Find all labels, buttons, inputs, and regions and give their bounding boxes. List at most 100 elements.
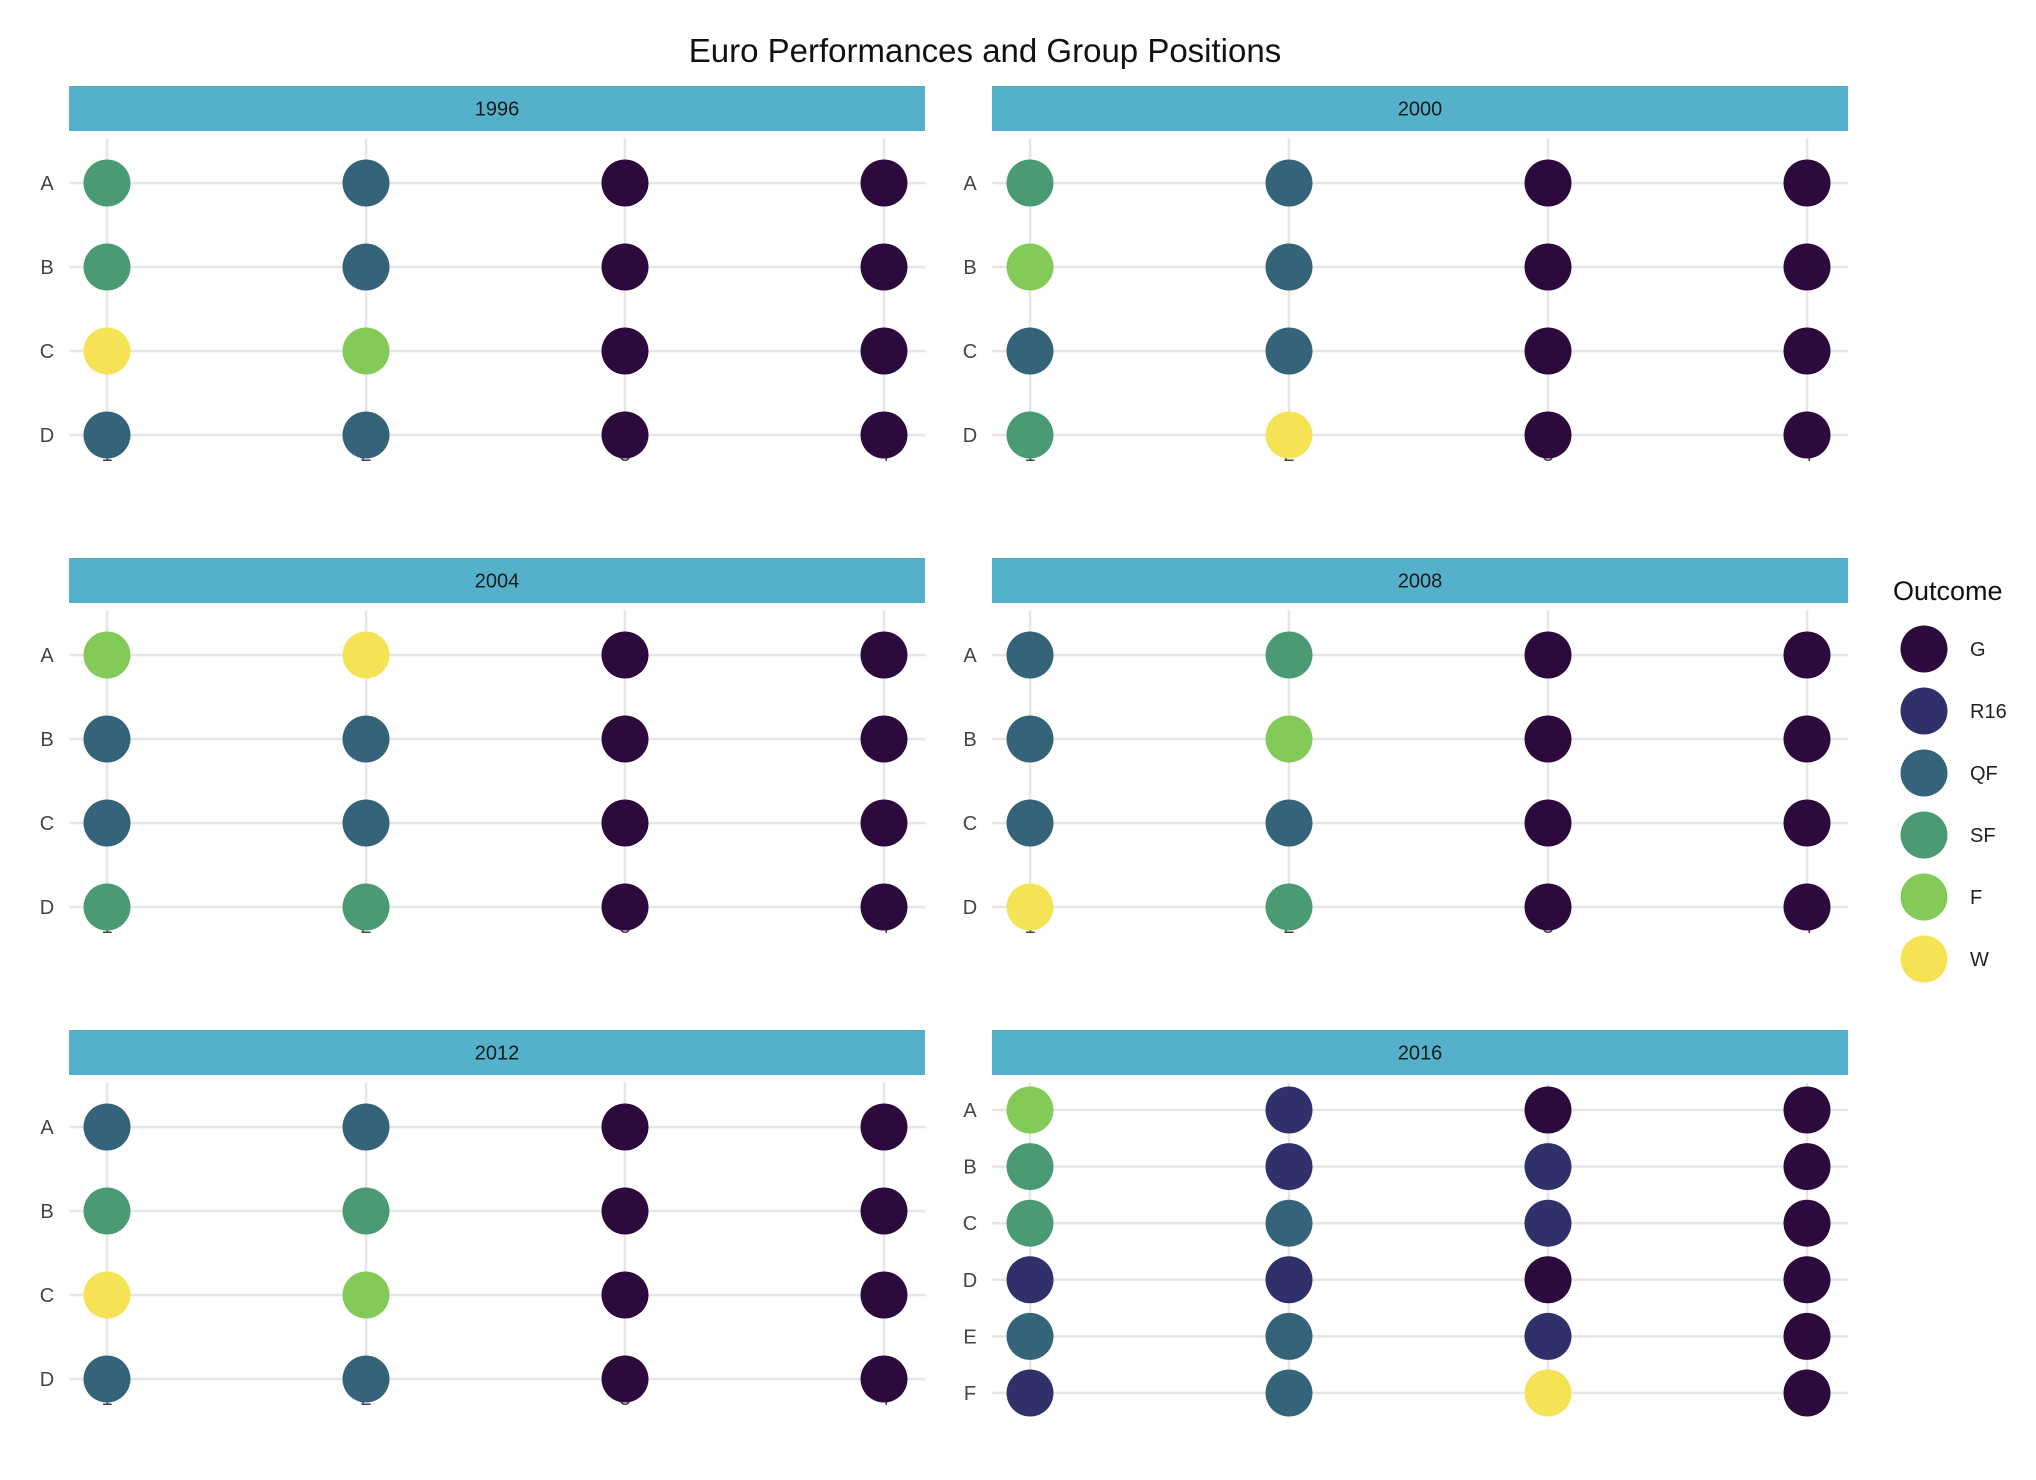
panel-strip <box>69 86 925 131</box>
data-point <box>342 327 390 375</box>
data-point <box>1006 1369 1054 1417</box>
y-tick-label: A <box>40 645 54 667</box>
data-point <box>1006 1143 1054 1191</box>
data-point <box>342 1103 390 1151</box>
data-point <box>860 715 908 763</box>
legend-key <box>1900 749 1948 797</box>
y-tick-label: A <box>40 1117 54 1139</box>
data-point <box>1783 411 1831 459</box>
data-point <box>83 799 131 847</box>
panel-2008: 2008ABCD1234 <box>963 558 1848 938</box>
data-point <box>860 1355 908 1403</box>
y-tick-label: F <box>964 1383 976 1405</box>
data-point <box>601 1355 649 1403</box>
data-point <box>860 159 908 207</box>
data-point <box>83 159 131 207</box>
legend-key <box>1900 687 1948 735</box>
data-point <box>1524 883 1572 931</box>
data-point <box>1783 243 1831 291</box>
data-point <box>601 715 649 763</box>
panel-strip-label: 2000 <box>1398 99 1443 121</box>
data-point <box>1524 159 1572 207</box>
data-point <box>1783 1199 1831 1247</box>
data-point <box>83 243 131 291</box>
data-point <box>1265 799 1313 847</box>
data-point <box>83 327 131 375</box>
legend-label: G <box>1970 639 1986 661</box>
data-point <box>1783 631 1831 679</box>
legend-label: SF <box>1970 825 1996 847</box>
panel-strip-label: 2012 <box>475 1043 520 1065</box>
data-point <box>342 159 390 207</box>
data-point <box>601 327 649 375</box>
data-point <box>860 327 908 375</box>
data-point <box>83 1103 131 1151</box>
data-point <box>83 715 131 763</box>
data-point <box>1524 327 1572 375</box>
data-point <box>1783 715 1831 763</box>
y-tick-label: D <box>963 1270 977 1292</box>
data-point <box>1783 327 1831 375</box>
panel-2016: 2016ABCDEF1234 <box>963 1030 1848 1417</box>
data-point <box>342 1355 390 1403</box>
data-point <box>1524 1369 1572 1417</box>
data-point <box>1524 1256 1572 1304</box>
y-tick-label: C <box>40 813 54 835</box>
data-point <box>860 631 908 679</box>
panel-strip <box>69 558 925 603</box>
data-point <box>1265 1143 1313 1191</box>
y-tick-label: B <box>963 257 976 279</box>
y-tick-label: B <box>963 1157 976 1179</box>
data-point <box>601 243 649 291</box>
panel-strip <box>992 558 1848 603</box>
panel-2004: 2004ABCD1234 <box>40 558 925 938</box>
data-point <box>1783 159 1831 207</box>
data-point <box>342 1187 390 1235</box>
data-point <box>1524 1199 1572 1247</box>
y-tick-label: D <box>963 897 977 919</box>
data-point <box>1265 1312 1313 1360</box>
data-point <box>1006 799 1054 847</box>
data-point <box>83 411 131 459</box>
data-point <box>601 411 649 459</box>
data-point <box>860 799 908 847</box>
y-tick-label: C <box>963 813 977 835</box>
legend-key <box>1900 811 1948 859</box>
legend-label: QF <box>1970 763 1998 785</box>
data-point <box>601 1103 649 1151</box>
y-tick-label: C <box>40 1285 54 1307</box>
data-point <box>1265 631 1313 679</box>
data-point <box>860 883 908 931</box>
legend-label: W <box>1970 949 1989 971</box>
data-point <box>1006 1256 1054 1304</box>
data-point <box>1783 1256 1831 1304</box>
data-point <box>1006 159 1054 207</box>
panel-1996: 1996ABCD1234 <box>40 86 925 466</box>
y-tick-label: E <box>963 1326 976 1348</box>
data-point <box>1006 1086 1054 1134</box>
data-point <box>1006 243 1054 291</box>
data-point <box>1783 1086 1831 1134</box>
panel-strip-label: 1996 <box>475 99 520 121</box>
data-point <box>601 1187 649 1235</box>
data-point <box>1524 411 1572 459</box>
data-point <box>1783 1369 1831 1417</box>
y-tick-label: C <box>963 341 977 363</box>
panel-2012: 2012ABCD1234 <box>40 1030 925 1410</box>
panel-strip-label: 2004 <box>475 571 520 593</box>
data-point <box>342 631 390 679</box>
legend-title: Outcome <box>1893 576 2003 606</box>
data-point <box>1265 1369 1313 1417</box>
legend-key <box>1900 625 1948 673</box>
data-point <box>1265 411 1313 459</box>
y-tick-label: D <box>40 1369 54 1391</box>
data-point <box>1006 1312 1054 1360</box>
data-point <box>342 883 390 931</box>
data-point <box>1524 631 1572 679</box>
panels: 1996ABCD12342000ABCD12342004ABCD12342008… <box>40 86 1848 1417</box>
y-tick-label: B <box>40 729 53 751</box>
data-point <box>1783 799 1831 847</box>
data-point <box>1265 883 1313 931</box>
data-point <box>601 631 649 679</box>
y-tick-label: A <box>963 1100 977 1122</box>
